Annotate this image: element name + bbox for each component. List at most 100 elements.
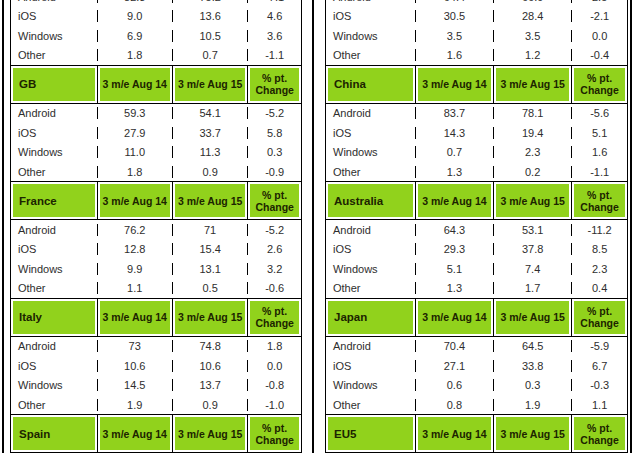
period-header-label: % pt. Change xyxy=(574,68,625,101)
value-aug14-cell: 83.7 xyxy=(415,107,493,119)
value-change-cell: -0.8 xyxy=(247,379,301,391)
os-label: Windows xyxy=(326,30,415,42)
value-aug15-cell: 0.9 xyxy=(172,166,247,178)
os-share-row: iOS12.815.42.6 xyxy=(11,240,301,260)
period-header-label: 3 m/e Aug 15 xyxy=(175,184,245,217)
value-change-cell: -5.6 xyxy=(571,107,627,119)
value-change-cell: -7.1 xyxy=(247,0,301,3)
country-label: Australia xyxy=(328,184,413,217)
section-header-row: Australia3 m/e Aug 143 m/e Aug 15% pt. C… xyxy=(326,182,627,220)
os-label: Other xyxy=(326,282,415,294)
os-label: Other xyxy=(11,166,97,178)
period-header-cell: 3 m/e Aug 14 xyxy=(97,299,172,336)
value-aug15-cell: 53.1 xyxy=(493,224,571,236)
value-aug15-cell: 10.5 xyxy=(172,30,247,42)
period-header-cell: 3 m/e Aug 15 xyxy=(493,415,571,452)
os-label: Other xyxy=(11,282,97,294)
value-aug14-cell: 12.8 xyxy=(97,243,172,255)
period-header-label: % pt. Change xyxy=(574,301,625,334)
value-change-cell: -11.2 xyxy=(571,224,627,236)
value-aug15-cell: 13.1 xyxy=(172,263,247,275)
country-header-cell: France xyxy=(11,182,97,219)
os-label: Other xyxy=(11,49,97,61)
os-label: Android xyxy=(11,0,97,3)
period-header-label: 3 m/e Aug 14 xyxy=(418,184,491,217)
value-change-cell: -5.2 xyxy=(247,224,301,236)
value-aug14-cell: 10.6 xyxy=(97,360,172,372)
os-label: Android xyxy=(11,107,97,119)
value-change-cell: 1.1 xyxy=(571,399,627,411)
value-aug14-cell: 27.1 xyxy=(415,360,493,372)
value-aug15-cell: 19.4 xyxy=(493,127,571,139)
os-label: Other xyxy=(326,49,415,61)
value-aug15-cell: 71 xyxy=(172,224,247,236)
period-header-cell: 3 m/e Aug 14 xyxy=(97,182,172,219)
country-section: Italy3 m/e Aug 143 m/e Aug 15% pt. Chang… xyxy=(10,298,302,416)
os-label: iOS xyxy=(326,243,415,255)
period-header-label: % pt. Change xyxy=(250,301,299,334)
value-change-cell: 3.2 xyxy=(247,263,301,275)
value-aug15-cell: 13.6 xyxy=(172,10,247,22)
country-header-cell: Australia xyxy=(326,182,415,219)
country-section: France3 m/e Aug 143 m/e Aug 15% pt. Chan… xyxy=(10,181,302,299)
os-share-row: Android64.353.1-11.2 xyxy=(326,220,627,240)
os-share-row: Other1.80.7-1.1 xyxy=(11,46,301,66)
os-label: iOS xyxy=(326,127,415,139)
value-aug14-cell: 82.3 xyxy=(97,0,172,3)
value-aug14-cell: 5.1 xyxy=(415,263,493,275)
os-label: Windows xyxy=(326,379,415,391)
period-header-cell: 3 m/e Aug 15 xyxy=(493,299,571,336)
os-label: iOS xyxy=(326,10,415,22)
os-label: Windows xyxy=(326,146,415,158)
os-share-row: iOS27.133.86.7 xyxy=(326,356,627,376)
country-header-cell: Japan xyxy=(326,299,415,336)
value-change-cell: -0.6 xyxy=(247,282,301,294)
period-header-cell: % pt. Change xyxy=(247,415,301,452)
value-change-cell: -1.0 xyxy=(247,399,301,411)
country-section: Australia3 m/e Aug 143 m/e Aug 15% pt. C… xyxy=(325,181,628,299)
os-label: Windows xyxy=(11,263,97,275)
value-aug14-cell: 1.3 xyxy=(415,282,493,294)
value-aug14-cell: 30.5 xyxy=(415,10,493,22)
os-label: Windows xyxy=(11,146,97,158)
value-change-cell: 4.6 xyxy=(247,10,301,22)
value-aug14-cell: 27.9 xyxy=(97,127,172,139)
os-share-row: iOS10.610.60.0 xyxy=(11,356,301,376)
period-header-label: 3 m/e Aug 15 xyxy=(175,301,245,334)
layout-rule-right xyxy=(630,0,632,453)
os-label: iOS xyxy=(11,360,97,372)
value-aug14-cell: 76.2 xyxy=(97,224,172,236)
os-share-row: Other1.61.2-0.4 xyxy=(326,46,627,66)
os-label: iOS xyxy=(11,243,97,255)
period-header-cell: 3 m/e Aug 14 xyxy=(97,66,172,103)
country-label: France xyxy=(13,184,95,217)
value-aug14-cell: 14.5 xyxy=(97,379,172,391)
value-change-cell: 8.5 xyxy=(571,243,627,255)
os-share-row: Other1.30.2-1.1 xyxy=(326,162,627,182)
os-label: Windows xyxy=(11,379,97,391)
period-header-cell: 3 m/e Aug 15 xyxy=(172,66,247,103)
period-header-label: 3 m/e Aug 15 xyxy=(496,417,569,450)
os-share-row: Other1.31.70.4 xyxy=(326,279,627,299)
os-share-row: Windows0.60.3-0.3 xyxy=(326,376,627,396)
period-header-label: 3 m/e Aug 15 xyxy=(175,417,245,450)
country-header-cell: GB xyxy=(11,66,97,103)
os-share-row: Other1.10.5-0.6 xyxy=(11,279,301,299)
os-label: Other xyxy=(326,166,415,178)
value-change-cell: 2.5 xyxy=(571,0,627,3)
value-aug14-cell: 0.6 xyxy=(415,379,493,391)
layout-rule-left xyxy=(2,0,4,453)
value-change-cell: 2.3 xyxy=(571,263,627,275)
os-share-row: iOS9.013.64.6 xyxy=(11,7,301,27)
os-label: Windows xyxy=(326,263,415,275)
period-header-cell: % pt. Change xyxy=(247,299,301,336)
section-header-row: GB3 m/e Aug 143 m/e Aug 15% pt. Change xyxy=(11,66,301,104)
section-header-row: Japan3 m/e Aug 143 m/e Aug 15% pt. Chang… xyxy=(326,299,627,337)
value-aug15-cell: 2.3 xyxy=(493,146,571,158)
value-aug15-cell: 11.3 xyxy=(172,146,247,158)
os-share-row: iOS27.933.75.8 xyxy=(11,123,301,143)
value-aug15-cell: 13.7 xyxy=(172,379,247,391)
value-change-cell: 6.7 xyxy=(571,360,627,372)
value-aug15-cell: 78.1 xyxy=(493,107,571,119)
value-aug15-cell: 0.9 xyxy=(172,399,247,411)
